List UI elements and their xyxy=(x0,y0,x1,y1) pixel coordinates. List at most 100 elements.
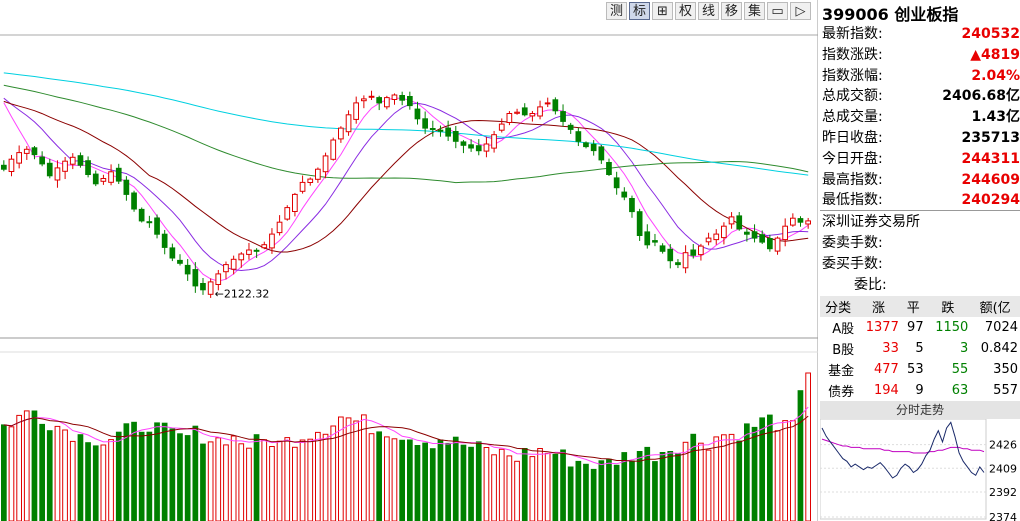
quote-value: 2.04% xyxy=(971,67,1020,84)
candle xyxy=(330,137,337,161)
candle xyxy=(797,216,804,227)
table-cell: 1377 xyxy=(865,320,899,335)
candle xyxy=(269,228,275,254)
candle-body xyxy=(54,167,61,181)
candle-body xyxy=(598,146,605,161)
volume-bar xyxy=(498,448,505,521)
volume-bar xyxy=(31,410,38,521)
quote-label: 昨日收盘: xyxy=(822,130,883,146)
table-cell: 55 xyxy=(951,362,969,377)
kline-chart[interactable]: ←2122.32 xyxy=(0,0,818,521)
candle xyxy=(238,252,245,268)
volume-bars xyxy=(1,372,811,521)
volume-bar xyxy=(675,453,681,521)
candle xyxy=(39,151,45,167)
toolbar-button[interactable]: 测 xyxy=(606,2,627,20)
candle-body xyxy=(774,237,781,252)
ma-line-ma120 xyxy=(3,72,809,176)
table-cell: 债券 xyxy=(828,385,855,400)
candle xyxy=(583,141,589,149)
volume-bar xyxy=(23,410,30,521)
toolbar-button[interactable]: 权 xyxy=(675,2,696,20)
intraday-frame xyxy=(820,419,987,520)
candle-body xyxy=(315,168,321,180)
candle-body xyxy=(100,178,107,182)
volume-bar xyxy=(621,452,628,521)
kline-chart-panel[interactable]: ←2122.32 xyxy=(0,0,818,521)
table-header-cell: 额(亿 xyxy=(970,296,1020,317)
candle-body xyxy=(230,258,237,270)
volume-bar xyxy=(414,445,421,521)
volume-bar xyxy=(322,433,329,521)
quote-value: 1.43亿 xyxy=(971,109,1020,126)
quote-value: 244311 xyxy=(961,150,1020,167)
candle xyxy=(407,91,413,110)
candle-body xyxy=(744,231,750,235)
quote-value: 235713 xyxy=(961,130,1020,146)
window-button[interactable]: ▭ xyxy=(767,2,788,20)
candle-body xyxy=(575,131,582,142)
ma-line-ma20 xyxy=(3,100,809,253)
volume-bar xyxy=(521,448,528,521)
candle xyxy=(606,158,612,177)
candle-body xyxy=(613,177,620,189)
intraday-chart[interactable]: 2426 2409 2392 2374 xyxy=(820,419,1020,521)
candle-body xyxy=(782,225,788,241)
table-header: 分类涨平跌额(亿 xyxy=(820,296,1020,317)
table-row: 债券 194 9 63 557 xyxy=(820,380,1020,401)
toolbar-button[interactable]: 标 xyxy=(629,2,650,20)
chart-toolbar: 测标 ⊞ 权线移集 ▭ ▷ xyxy=(606,2,813,22)
volume-bar xyxy=(422,442,428,521)
toolbar-button[interactable]: 集 xyxy=(744,2,765,20)
low-annotation: ←2122.32 xyxy=(215,288,270,301)
candle xyxy=(567,122,574,134)
toolbar-button[interactable]: 线 xyxy=(698,2,719,20)
volume-bar xyxy=(146,431,153,521)
volume-bar xyxy=(659,452,666,521)
candle-body xyxy=(246,249,252,255)
volume-bar xyxy=(177,433,183,521)
candle xyxy=(353,96,359,124)
candle-body xyxy=(299,181,306,192)
quote-label: 总成交量: xyxy=(822,109,883,126)
candle-body xyxy=(16,152,22,164)
intraday-avg-line xyxy=(821,438,985,454)
candle xyxy=(560,104,566,127)
candle xyxy=(521,103,528,117)
volume-bar xyxy=(85,442,91,521)
candle-body xyxy=(46,162,53,177)
volume-bar xyxy=(514,460,520,521)
candle-body xyxy=(269,233,275,249)
candle-body xyxy=(330,139,337,160)
candle-body xyxy=(292,193,298,212)
candle-body xyxy=(177,259,183,264)
candle-body xyxy=(583,142,589,148)
volume-bar xyxy=(353,420,359,521)
volume-bar xyxy=(575,460,582,521)
candle-body xyxy=(261,244,268,249)
volume-bar xyxy=(184,435,191,521)
candle xyxy=(805,217,811,229)
candle xyxy=(399,91,405,106)
candle xyxy=(751,224,758,243)
collapse-right-button[interactable]: ▷ xyxy=(790,2,811,20)
volume-bar xyxy=(698,442,704,521)
toolbar-button[interactable]: 移 xyxy=(721,2,742,20)
intraday-title[interactable]: 分时走势 xyxy=(820,401,1020,419)
quote-panel: 399006 创业板指 最新指数: 240532 指数涨跌: ▲4819 指数涨幅: 2.… xyxy=(820,0,1020,521)
candle xyxy=(759,230,765,244)
grid-button[interactable]: ⊞ xyxy=(652,2,673,20)
table-cell: 0.842 xyxy=(980,341,1018,356)
divider xyxy=(820,210,1020,211)
toolbar-button-label: 集 xyxy=(747,4,761,19)
quote-value: 244609 xyxy=(961,171,1020,188)
candle xyxy=(675,259,681,269)
candle-body xyxy=(8,158,15,172)
candle xyxy=(767,234,773,252)
volume-bar xyxy=(529,456,536,521)
candle-body xyxy=(659,245,666,252)
volume-bar xyxy=(192,425,199,521)
candle-body xyxy=(376,97,382,104)
candle-body xyxy=(667,248,674,262)
grid-icon: ⊞ xyxy=(657,4,668,19)
